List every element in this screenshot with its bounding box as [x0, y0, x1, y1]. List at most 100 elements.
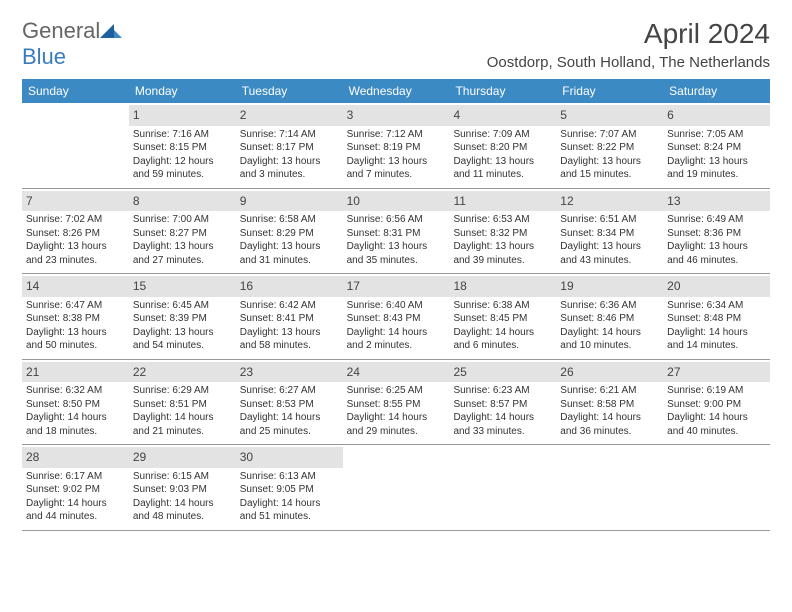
daynum-row: 4	[449, 105, 556, 126]
day-number: 27	[667, 365, 680, 379]
day-number: 24	[347, 365, 360, 379]
day-number: 25	[453, 365, 466, 379]
daynum-row: 26	[556, 362, 663, 383]
day-info: Sunrise: 7:12 AMSunset: 8:19 PMDaylight:…	[347, 128, 446, 182]
day-number: 20	[667, 279, 680, 293]
day-info: Sunrise: 6:27 AMSunset: 8:53 PMDaylight:…	[240, 384, 339, 438]
day-info: Sunrise: 6:34 AMSunset: 8:48 PMDaylight:…	[667, 299, 766, 353]
month-title: April 2024	[487, 18, 770, 50]
day-cell: 12 Sunrise: 6:51 AMSunset: 8:34 PMDayligh…	[556, 189, 663, 274]
day-cell: 20 Sunrise: 6:34 AMSunset: 8:48 PMDayligh…	[663, 274, 770, 359]
day-header-sat: Saturday	[663, 79, 770, 103]
daynum-row: 17	[343, 276, 450, 297]
day-number: 17	[347, 279, 360, 293]
day-info: Sunrise: 7:00 AMSunset: 8:27 PMDaylight:…	[133, 213, 232, 267]
day-info: Sunrise: 6:51 AMSunset: 8:34 PMDaylight:…	[560, 213, 659, 267]
weeks-container: 1 Sunrise: 7:16 AMSunset: 8:15 PMDaylight…	[22, 103, 770, 531]
day-number: 9	[240, 194, 247, 208]
daynum-row: 16	[236, 276, 343, 297]
day-number: 12	[560, 194, 573, 208]
day-cell	[449, 445, 556, 530]
day-number: 10	[347, 194, 360, 208]
day-cell: 1 Sunrise: 7:16 AMSunset: 8:15 PMDaylight…	[129, 103, 236, 188]
day-number: 11	[453, 194, 465, 208]
week-row: 1 Sunrise: 7:16 AMSunset: 8:15 PMDaylight…	[22, 103, 770, 189]
day-header-wed: Wednesday	[343, 79, 450, 103]
daynum-row: 5	[556, 105, 663, 126]
day-info: Sunrise: 7:16 AMSunset: 8:15 PMDaylight:…	[133, 128, 232, 182]
week-row: 14 Sunrise: 6:47 AMSunset: 8:38 PMDayligh…	[22, 274, 770, 360]
day-cell: 14 Sunrise: 6:47 AMSunset: 8:38 PMDayligh…	[22, 274, 129, 359]
location: Oostdorp, South Holland, The Netherlands	[487, 54, 770, 71]
daynum-row: 22	[129, 362, 236, 383]
daynum-row: 15	[129, 276, 236, 297]
day-cell: 13Sunrise: 6:49 AMSunset: 8:36 PMDayligh…	[663, 189, 770, 274]
day-number: 8	[133, 194, 140, 208]
daynum-row: 24	[343, 362, 450, 383]
daynum-row: 12	[556, 191, 663, 212]
daynum-row: 6	[663, 105, 770, 126]
day-cell: 8 Sunrise: 7:00 AMSunset: 8:27 PMDaylight…	[129, 189, 236, 274]
day-info: Sunrise: 6:40 AMSunset: 8:43 PMDaylight:…	[347, 299, 446, 353]
day-info: Sunrise: 6:38 AMSunset: 8:45 PMDaylight:…	[453, 299, 552, 353]
day-cell	[556, 445, 663, 530]
daynum-row: 13	[663, 191, 770, 212]
day-info: Sunrise: 6:13 AMSunset: 9:05 PMDaylight:…	[240, 470, 339, 524]
day-cell: 22 Sunrise: 6:29 AMSunset: 8:51 PMDayligh…	[129, 360, 236, 445]
logo-triangle-icon	[100, 22, 122, 38]
day-info: Sunrise: 6:47 AMSunset: 8:38 PMDaylight:…	[26, 299, 125, 353]
day-cell: 15 Sunrise: 6:45 AMSunset: 8:39 PMDayligh…	[129, 274, 236, 359]
day-cell: 30Sunrise: 6:13 AMSunset: 9:05 PMDayligh…	[236, 445, 343, 530]
day-number: 13	[667, 194, 680, 208]
day-number: 2	[240, 108, 247, 122]
day-info: Sunrise: 7:14 AMSunset: 8:17 PMDaylight:…	[240, 128, 339, 182]
day-info: Sunrise: 7:02 AMSunset: 8:26 PMDaylight:…	[26, 213, 125, 267]
day-info: Sunrise: 6:29 AMSunset: 8:51 PMDaylight:…	[133, 384, 232, 438]
daynum-row: 1	[129, 105, 236, 126]
daynum-row: 25	[449, 362, 556, 383]
day-cell: 3Sunrise: 7:12 AMSunset: 8:19 PMDaylight…	[343, 103, 450, 188]
daynum-row: 10	[343, 191, 450, 212]
daynum-row: 20	[663, 276, 770, 297]
logo-text: General Blue	[22, 18, 122, 70]
day-cell: 16Sunrise: 6:42 AMSunset: 8:41 PMDayligh…	[236, 274, 343, 359]
day-number: 29	[133, 450, 146, 464]
day-cell: 9Sunrise: 6:58 AMSunset: 8:29 PMDaylight…	[236, 189, 343, 274]
day-cell: 27 Sunrise: 6:19 AMSunset: 9:00 PMDayligh…	[663, 360, 770, 445]
day-cell: 10Sunrise: 6:56 AMSunset: 8:31 PMDayligh…	[343, 189, 450, 274]
daynum-row: 21	[22, 362, 129, 383]
day-cell	[663, 445, 770, 530]
daynum-row: 3	[343, 105, 450, 126]
daynum-row: 7	[22, 191, 129, 212]
day-info: Sunrise: 6:36 AMSunset: 8:46 PMDaylight:…	[560, 299, 659, 353]
day-number: 22	[133, 365, 146, 379]
header: General Blue April 2024 Oostdorp, South …	[22, 18, 770, 71]
day-number: 28	[26, 450, 39, 464]
day-number: 26	[560, 365, 573, 379]
day-number: 15	[133, 279, 146, 293]
day-cell: 28Sunrise: 6:17 AMSunset: 9:02 PMDayligh…	[22, 445, 129, 530]
day-info: Sunrise: 6:42 AMSunset: 8:41 PMDaylight:…	[240, 299, 339, 353]
title-block: April 2024 Oostdorp, South Holland, The …	[487, 18, 770, 71]
daynum-row: 28	[22, 447, 129, 468]
daynum-row: 30	[236, 447, 343, 468]
day-cell: 11Sunrise: 6:53 AMSunset: 8:32 PMDayligh…	[449, 189, 556, 274]
day-info: Sunrise: 6:45 AMSunset: 8:39 PMDaylight:…	[133, 299, 232, 353]
day-cell: 26 Sunrise: 6:21 AMSunset: 8:58 PMDayligh…	[556, 360, 663, 445]
day-number: 5	[560, 108, 567, 122]
day-info: Sunrise: 6:23 AMSunset: 8:57 PMDaylight:…	[453, 384, 552, 438]
day-cell: 23Sunrise: 6:27 AMSunset: 8:53 PMDayligh…	[236, 360, 343, 445]
day-info: Sunrise: 6:19 AMSunset: 9:00 PMDaylight:…	[667, 384, 766, 438]
daynum-row: 9	[236, 191, 343, 212]
day-info: Sunrise: 6:21 AMSunset: 8:58 PMDaylight:…	[560, 384, 659, 438]
day-number: 21	[26, 365, 39, 379]
week-row: 7Sunrise: 7:02 AMSunset: 8:26 PMDaylight…	[22, 189, 770, 275]
calendar: Sunday Monday Tuesday Wednesday Thursday…	[22, 79, 770, 531]
day-cell	[343, 445, 450, 530]
day-number: 1	[133, 108, 140, 122]
day-cell: 17 Sunrise: 6:40 AMSunset: 8:43 PMDayligh…	[343, 274, 450, 359]
day-cell: 21Sunrise: 6:32 AMSunset: 8:50 PMDayligh…	[22, 360, 129, 445]
daynum-row: 29	[129, 447, 236, 468]
day-number: 19	[560, 279, 573, 293]
day-number: 14	[26, 279, 39, 293]
